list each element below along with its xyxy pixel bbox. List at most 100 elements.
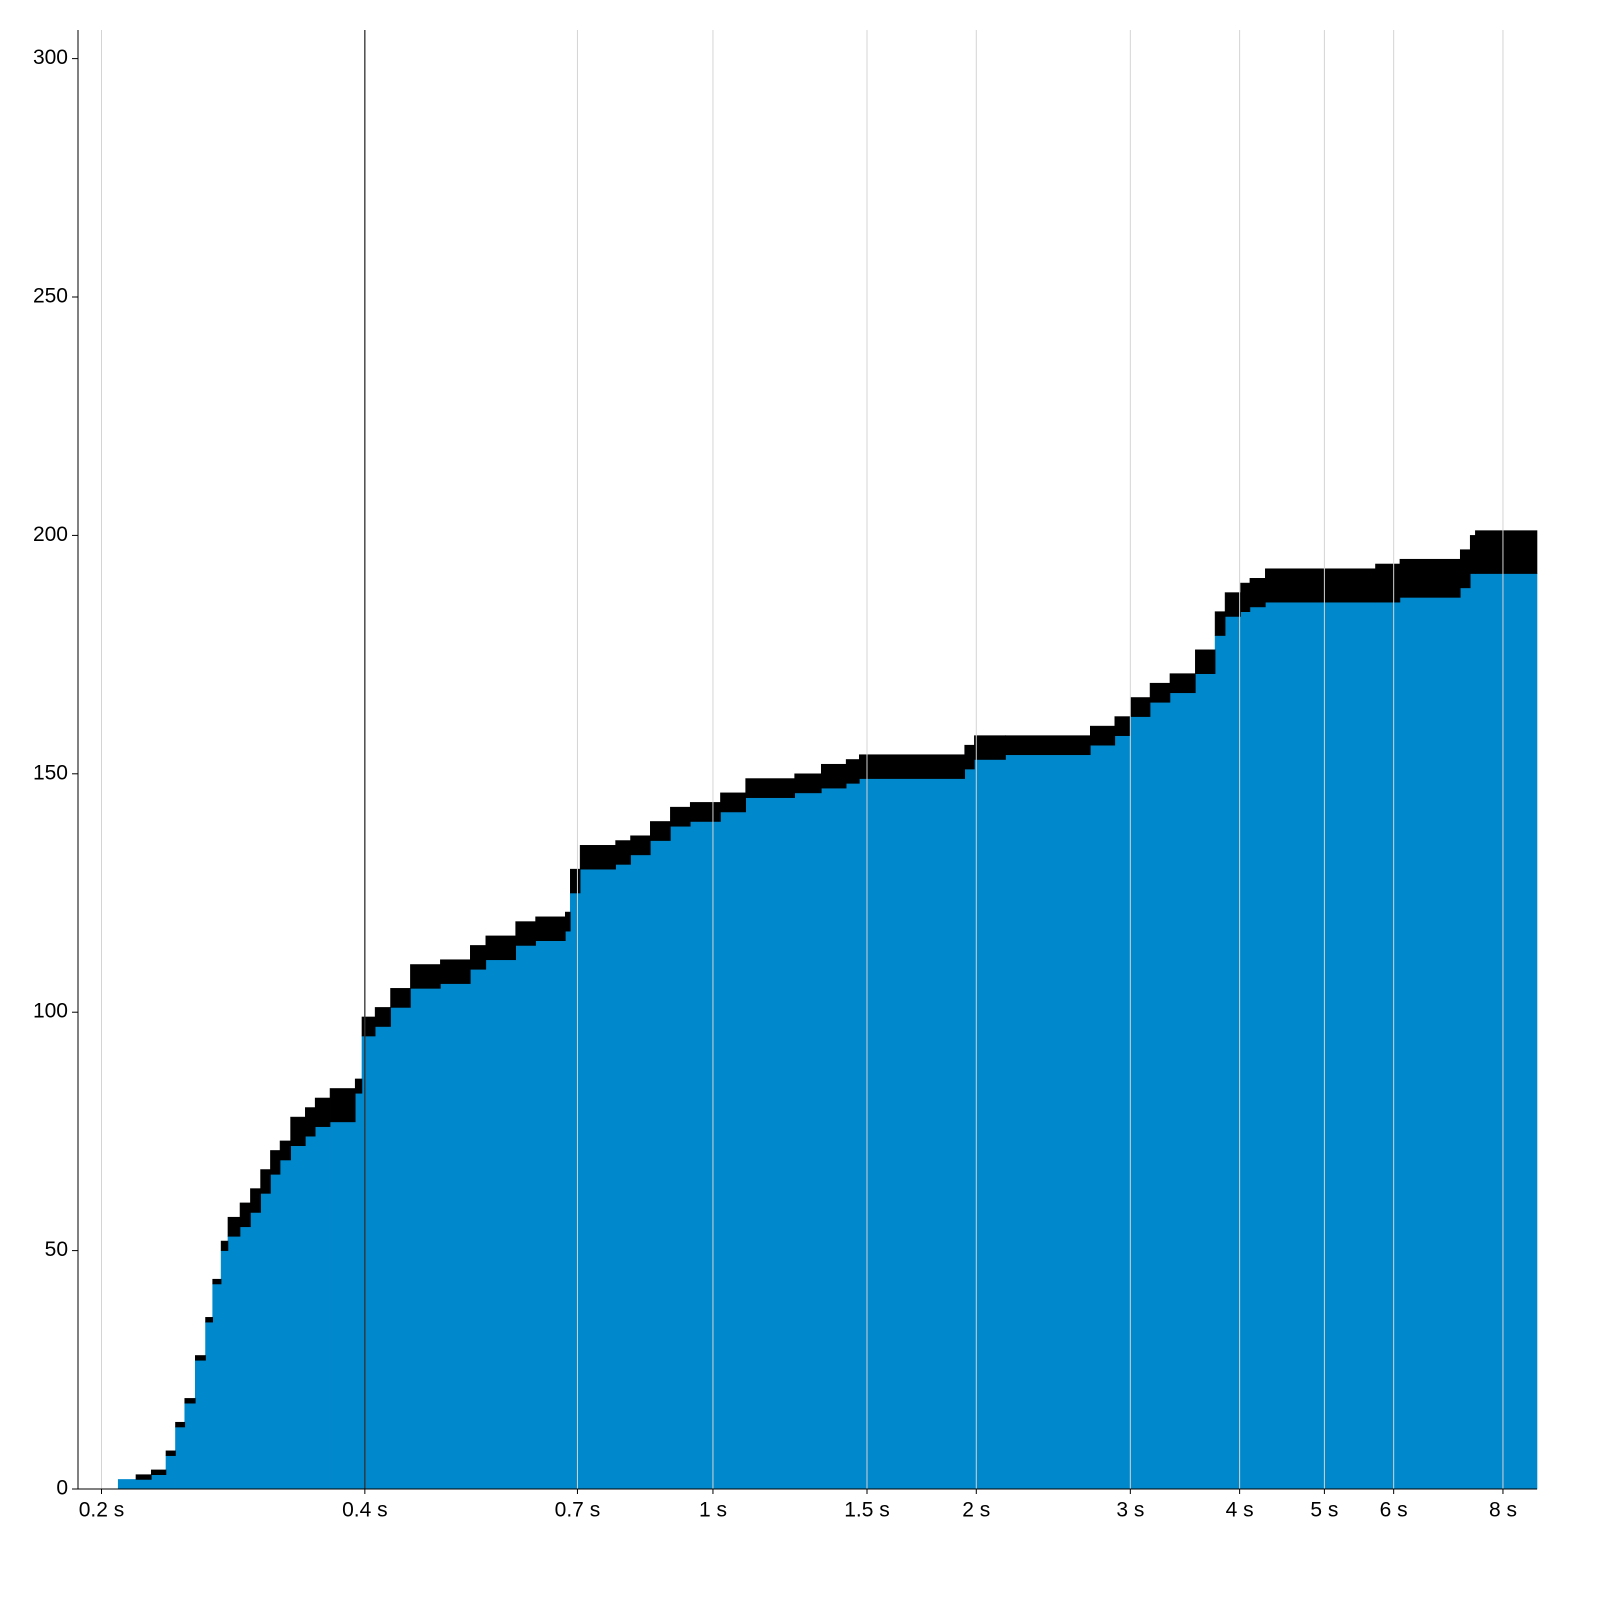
step-segment: [565, 911, 571, 932]
step-segment: [630, 854, 651, 1490]
step-segment: [184, 1402, 196, 1490]
step-segment: [515, 945, 536, 1490]
step-segment: [314, 1097, 331, 1127]
step-segment: [964, 768, 975, 1490]
step-segment: [720, 792, 746, 813]
x-tick-label: 1 s: [699, 1499, 727, 1522]
step-segment: [1265, 601, 1376, 1490]
step-segment: [1469, 535, 1476, 574]
step-segment: [329, 1121, 356, 1490]
step-segment: [440, 983, 471, 1490]
step-segment: [485, 935, 517, 961]
step-segment: [390, 988, 411, 1008]
step-segment: [1214, 635, 1226, 1490]
y-tick-label: 100: [33, 1000, 68, 1023]
x-tick-label: 6 s: [1380, 1499, 1408, 1522]
step-segment: [670, 806, 691, 827]
step-segment: [260, 1193, 271, 1490]
step-segment: [1005, 735, 1091, 756]
step-segment: [1130, 716, 1151, 1490]
step-segment: [290, 1145, 306, 1490]
step-segment: [390, 1007, 411, 1490]
step-segment: [329, 1088, 356, 1123]
step-segment: [689, 821, 721, 1490]
step-segment: [305, 1135, 316, 1490]
step-segment: [1475, 573, 1538, 1490]
step-segment: [117, 1479, 137, 1490]
step-segment: [1249, 578, 1266, 608]
step-segment: [570, 868, 581, 894]
step-segment: [1114, 735, 1131, 1490]
step-segment: [410, 988, 441, 1490]
step-segment: [374, 1007, 391, 1027]
step-segment: [485, 959, 517, 1490]
step-segment: [1169, 692, 1196, 1490]
step-segment: [535, 916, 566, 941]
step-segment: [354, 1092, 363, 1490]
step-segment: [1114, 716, 1131, 736]
step-segment: [845, 759, 860, 784]
x-tick-label: 2 s: [962, 1499, 990, 1522]
step-segment: [565, 930, 571, 1490]
step-segment: [440, 959, 471, 984]
step-segment: [745, 797, 795, 1490]
step-segment: [1149, 701, 1171, 1490]
step-segment: [1375, 563, 1401, 603]
step-segment: [720, 811, 746, 1490]
step-segment: [361, 1035, 376, 1490]
step-segment: [515, 921, 536, 946]
step-segment: [535, 940, 566, 1490]
step-segment: [859, 778, 966, 1490]
step-segment: [1195, 649, 1216, 674]
step-segment: [410, 964, 441, 989]
step-segment: [630, 835, 651, 856]
y-tick-label: 250: [33, 285, 68, 308]
x-tick-label: 3 s: [1116, 1499, 1144, 1522]
step-segment: [1224, 592, 1241, 617]
step-segment: [354, 1078, 363, 1094]
step-segment: [1214, 611, 1226, 636]
step-segment: [845, 783, 860, 1490]
step-segment: [1399, 597, 1461, 1490]
step-segment: [279, 1140, 291, 1161]
step-segment: [220, 1240, 229, 1251]
x-tick-label: 8 s: [1489, 1499, 1517, 1522]
step-segment: [227, 1235, 241, 1490]
step-segment: [689, 802, 721, 822]
step-segment: [670, 825, 691, 1490]
step-segment: [374, 1026, 391, 1490]
step-segment: [135, 1474, 152, 1480]
step-segment: [820, 763, 847, 789]
step-segment: [974, 735, 1006, 760]
x-tick-label: 1.5 s: [844, 1499, 890, 1522]
step-segment: [1149, 682, 1171, 703]
step-segment: [314, 1126, 331, 1490]
step-segment: [1089, 725, 1116, 746]
step-segment: [1399, 558, 1461, 598]
step-segment: [165, 1450, 176, 1456]
step-segment: [1130, 697, 1151, 717]
step-segment: [470, 968, 487, 1490]
step-segment: [1005, 754, 1091, 1490]
step-segment: [205, 1317, 213, 1323]
step-segment: [212, 1283, 222, 1490]
x-tick-label: 0.7 s: [555, 1499, 601, 1522]
step-segment: [361, 1016, 376, 1037]
step-segment: [1249, 606, 1266, 1490]
step-segment: [650, 840, 671, 1490]
step-segment: [1475, 530, 1538, 574]
step-segment: [650, 821, 671, 841]
step-segment: [1459, 549, 1471, 589]
step-segment: [579, 845, 616, 870]
step-segment: [570, 892, 581, 1490]
step-segment: [305, 1107, 316, 1137]
step-segment: [1459, 587, 1471, 1490]
y-tick-label: 300: [33, 46, 68, 69]
step-segment: [1169, 673, 1196, 694]
step-segment: [859, 754, 966, 779]
step-segment: [260, 1169, 271, 1194]
step-segment: [250, 1212, 261, 1490]
step-segment: [150, 1474, 167, 1490]
step-segment: [615, 840, 631, 865]
